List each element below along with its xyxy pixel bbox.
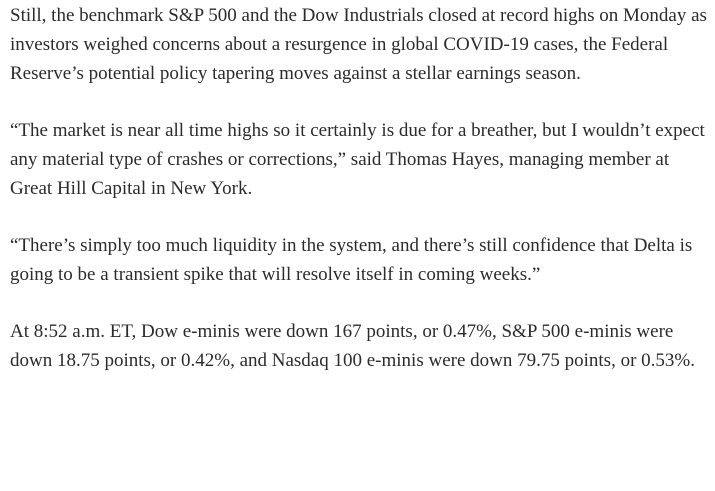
paragraph-hayes-quote: “The market is near all time highs so it…: [10, 120, 705, 199]
paragraph-market-close: Still, the benchmark S&P 500 and the Dow…: [10, 5, 707, 84]
paragraph-liquidity-quote: “There’s simply too much liquidity in th…: [10, 235, 693, 285]
paragraph-futures-update: At 8:52 a.m. ET, Dow e-minis were down 1…: [10, 321, 695, 371]
article-body: Still, the benchmark S&P 500 and the Dow…: [10, 1, 710, 375]
